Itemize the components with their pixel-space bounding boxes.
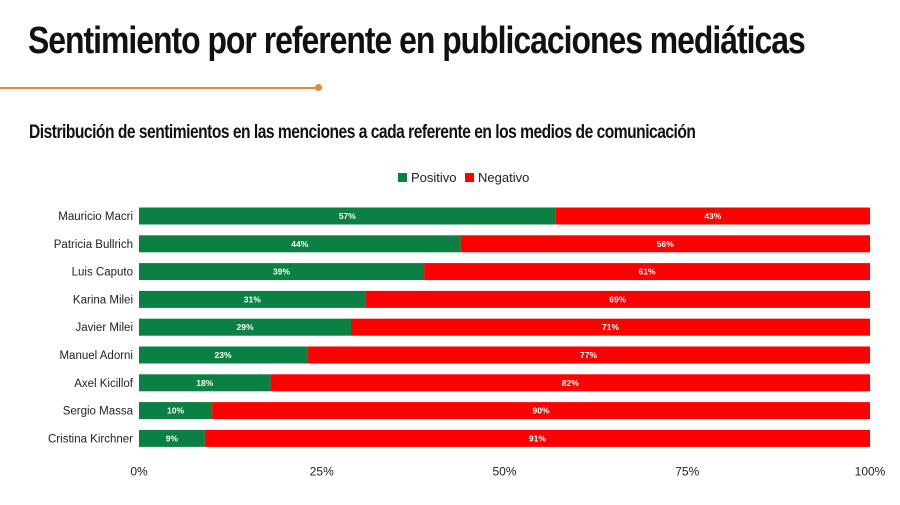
- data-label: 39%: [273, 267, 290, 277]
- bar-segment-positive: [139, 346, 308, 364]
- title-underline-dot: [315, 84, 322, 91]
- chart-subtitle: Distribución de sentimientos en las menc…: [29, 122, 696, 143]
- page-title: Sentimiento por referente en publicacion…: [28, 20, 806, 62]
- legend-swatch-0: [398, 173, 407, 182]
- category-label: Sergio Massa: [63, 406, 134, 418]
- title-underline: [0, 87, 318, 89]
- bar-segment-negative: [350, 318, 870, 336]
- data-label: 9%: [166, 433, 179, 443]
- bar-segment-positive: [139, 374, 271, 392]
- category-label: Manuel Adorni: [59, 350, 133, 362]
- legend-swatch-1: [465, 173, 474, 182]
- bar-segment-negative: [555, 207, 870, 225]
- data-label: 31%: [244, 294, 261, 304]
- bar-segment-positive: [139, 429, 205, 447]
- x-tick-label: 50%: [492, 464, 516, 478]
- data-label: 77%: [580, 350, 597, 360]
- data-label: 18%: [196, 378, 213, 388]
- category-label: Karina Milei: [73, 294, 133, 306]
- x-tick-label: 75%: [675, 464, 699, 478]
- data-label: 43%: [704, 211, 721, 221]
- bar-segment-positive: [139, 290, 366, 308]
- bar-segment-negative: [270, 374, 871, 392]
- stacked-bar-chart: Positivo Negativo Mauricio Macri 57% 43% Patr…: [48, 170, 886, 478]
- legend-label-1: Negativo: [478, 170, 529, 185]
- data-label: 44%: [291, 239, 308, 249]
- data-label: 82%: [562, 378, 579, 388]
- category-label: Cristina Kirchner: [48, 433, 133, 445]
- data-label: 29%: [236, 322, 253, 332]
- x-tick-label: 100%: [855, 464, 886, 478]
- data-label: 61%: [639, 267, 656, 277]
- bar-segment-negative: [365, 290, 870, 308]
- category-label: Patricia Bullrich: [54, 239, 133, 251]
- x-tick-label: 0%: [130, 464, 148, 478]
- bar-segment-positive: [139, 402, 213, 420]
- data-label: 10%: [167, 406, 184, 416]
- data-label: 90%: [533, 406, 550, 416]
- bar-segment-negative: [204, 429, 871, 447]
- bar-segment-negative: [307, 346, 870, 364]
- bar-segment-negative: [212, 402, 871, 420]
- x-tick-label: 25%: [310, 464, 334, 478]
- category-label: Javier Milei: [75, 322, 133, 334]
- data-label: 69%: [609, 294, 626, 304]
- category-label: Axel Kicillof: [74, 378, 134, 390]
- data-label: 57%: [339, 211, 356, 221]
- legend-label-0: Positivo: [411, 170, 457, 185]
- data-label: 56%: [657, 239, 674, 249]
- bar-segment-positive: [139, 207, 556, 225]
- bar-segment-positive: [139, 318, 351, 336]
- data-label: 71%: [602, 322, 619, 332]
- bar-segment-negative: [424, 263, 870, 281]
- bar-segment-positive: [139, 263, 425, 281]
- category-label: Luis Caputo: [72, 267, 133, 279]
- category-label: Mauricio Macri: [58, 211, 133, 223]
- data-label: 23%: [215, 350, 232, 360]
- bar-segment-positive: [139, 235, 461, 253]
- data-label: 91%: [529, 433, 546, 443]
- bar-segment-negative: [460, 235, 870, 253]
